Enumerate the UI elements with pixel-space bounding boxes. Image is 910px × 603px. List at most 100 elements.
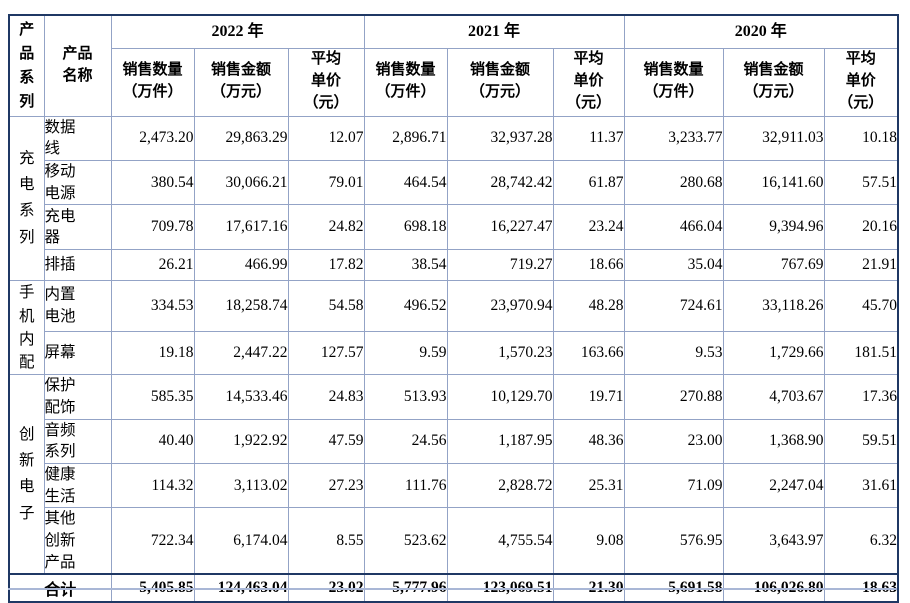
- table-row: 音频 系列 40.40 1,922.92 47.59 24.56 1,187.9…: [9, 418, 899, 465]
- amount-2021-cell: 32,937.28: [446, 115, 554, 161]
- qty-2020-cell: 270.88: [623, 374, 724, 420]
- table-row: 创新电子 保护 配饰 585.35 14,533.46 24.83 513.93…: [8, 374, 899, 575]
- price-header-2021: 平均 单价 （元）: [552, 47, 625, 117]
- qty-2022-cell: 2,473.20: [110, 115, 195, 161]
- price-2021-cell: 48.36: [552, 418, 625, 465]
- amount-2020-cell: 1,368.90: [722, 418, 825, 465]
- table-row: 充电 器 709.78 17,617.16 24.82 698.18 16,22…: [9, 204, 899, 251]
- price-header-2022: 平均 单价 （元）: [287, 47, 365, 117]
- amount-2022-cell: 1,922.92: [193, 418, 289, 465]
- table-row: 健康 生活 114.32 3,113.02 27.23 111.76 2,828…: [9, 462, 899, 509]
- page-bottom-rule: [8, 588, 897, 590]
- amount-2021-cell: 1,570.23: [446, 330, 554, 376]
- amount-2022-cell: 6,174.04: [193, 507, 289, 575]
- qty-2022-cell: 380.54: [110, 159, 195, 206]
- price-2021-cell: 23.24: [552, 204, 625, 251]
- price-2022-cell: 79.01: [287, 159, 365, 206]
- qty-2022-cell: 26.21: [110, 249, 195, 282]
- amount-2021-cell: 1,187.95: [446, 418, 554, 465]
- qty-2022-cell: 722.34: [110, 507, 195, 575]
- qty-2020-cell: 3,233.77: [623, 115, 724, 161]
- corner-series-header: 产品系列: [8, 14, 45, 117]
- price-2021-cell: 25.31: [552, 462, 625, 509]
- amount-header-2021: 销售金额 （万元）: [446, 47, 554, 117]
- amount-2020-cell: 32,911.03: [722, 115, 825, 161]
- amount-2020-cell: 9,394.96: [722, 204, 825, 251]
- qty-2020-cell: 576.95: [623, 507, 724, 575]
- table-row: 手机内配 内置 电池 334.53 18,258.74 54.58 496.52…: [8, 280, 899, 376]
- qty-2022-cell: 334.53: [110, 280, 195, 332]
- table-row: 排插 26.21 466.99 17.82 38.54 719.27 18.66…: [9, 249, 899, 282]
- price-2020-cell: 20.16: [823, 204, 899, 251]
- price-2022-cell: 8.55: [287, 507, 365, 575]
- price-2021-cell: 9.08: [552, 507, 625, 575]
- qty-2020-cell: 724.61: [623, 280, 724, 332]
- series-group-innovative: 创新电子: [8, 374, 45, 575]
- year-header-row: 产品系列 产品 名称 2022 年 2021 年 2020 年: [8, 14, 899, 117]
- qty-2021-cell: 38.54: [363, 249, 448, 282]
- amount-2021-cell: 4,755.54: [446, 507, 554, 575]
- qty-2021-cell: 698.18: [363, 204, 448, 251]
- amount-2020-cell: 3,643.97: [722, 507, 825, 575]
- qty-2020-cell: 23.00: [623, 418, 724, 465]
- qty-2021-cell: 24.56: [363, 418, 448, 465]
- table-row: 其他 创新 产品 722.34 6,174.04 8.55 523.62 4,7…: [9, 507, 899, 575]
- qty-2021-cell: 111.76: [363, 462, 448, 509]
- product-name-cell: 充电 器: [43, 204, 112, 251]
- qty-2022-cell: 709.78: [110, 204, 195, 251]
- price-2020-cell: 31.61: [823, 462, 899, 509]
- qty-2021-cell: 523.62: [363, 507, 448, 575]
- series-header-label: 产品系列: [19, 21, 35, 110]
- price-2020-cell: 6.32: [823, 507, 899, 575]
- price-2020-cell: 21.91: [823, 249, 899, 282]
- series-label: 手机内配: [18, 284, 35, 371]
- qty-2022-cell: 585.35: [110, 374, 195, 420]
- price-2022-cell: 12.07: [287, 115, 365, 161]
- product-name-cell: 健康 生活: [43, 462, 112, 509]
- amount-2022-cell: 18,258.74: [193, 280, 289, 332]
- qty-header-2021: 销售数量 （万件）: [363, 47, 448, 117]
- amount-2022-cell: 14,533.46: [193, 374, 289, 420]
- amount-2020-cell: 1,729.66: [722, 330, 825, 376]
- amount-2021-cell: 10,129.70: [446, 374, 554, 420]
- price-2022-cell: 54.58: [287, 280, 365, 332]
- qty-2021-cell: 2,896.71: [363, 115, 448, 161]
- amount-2022-cell: 466.99: [193, 249, 289, 282]
- amount-2021-cell: 2,828.72: [446, 462, 554, 509]
- price-2022-cell: 47.59: [287, 418, 365, 465]
- amount-2021-cell: 23,970.94: [446, 280, 554, 332]
- price-2021-cell: 18.66: [552, 249, 625, 282]
- amount-2020-cell: 767.69: [722, 249, 825, 282]
- price-2021-cell: 11.37: [552, 115, 625, 161]
- product-name-cell: 其他 创新 产品: [43, 507, 112, 575]
- table-row: 移动 电源 380.54 30,066.21 79.01 464.54 28,7…: [9, 159, 899, 206]
- price-2020-cell: 59.51: [823, 418, 899, 465]
- amount-header-2022: 销售金额 （万元）: [193, 47, 289, 117]
- price-2020-cell: 181.51: [823, 330, 899, 376]
- qty-2022-cell: 40.40: [110, 418, 195, 465]
- year-header-2020: 2020 年: [623, 14, 899, 49]
- qty-2022-cell: 114.32: [110, 462, 195, 509]
- price-2020-cell: 45.70: [823, 280, 899, 332]
- amount-2021-cell: 16,227.47: [446, 204, 554, 251]
- series-label: 充电系列: [18, 149, 35, 246]
- amount-2022-cell: 3,113.02: [193, 462, 289, 509]
- price-2020-cell: 10.18: [823, 115, 899, 161]
- amount-2020-cell: 2,247.04: [722, 462, 825, 509]
- qty-2022-cell: 19.18: [110, 330, 195, 376]
- corner-name-header: 产品 名称: [43, 14, 112, 117]
- qty-2020-cell: 71.09: [623, 462, 724, 509]
- amount-2022-cell: 17,617.16: [193, 204, 289, 251]
- amount-2022-cell: 2,447.22: [193, 330, 289, 376]
- product-name-cell: 屏幕: [43, 330, 112, 376]
- price-2022-cell: 24.82: [287, 204, 365, 251]
- amount-2020-cell: 16,141.60: [722, 159, 825, 206]
- qty-2020-cell: 280.68: [623, 159, 724, 206]
- series-label: 创新电子: [18, 425, 35, 522]
- qty-2020-cell: 466.04: [623, 204, 724, 251]
- year-header-2021: 2021 年: [363, 14, 625, 49]
- price-2021-cell: 163.66: [552, 330, 625, 376]
- amount-2021-cell: 28,742.42: [446, 159, 554, 206]
- product-name-cell: 移动 电源: [43, 159, 112, 206]
